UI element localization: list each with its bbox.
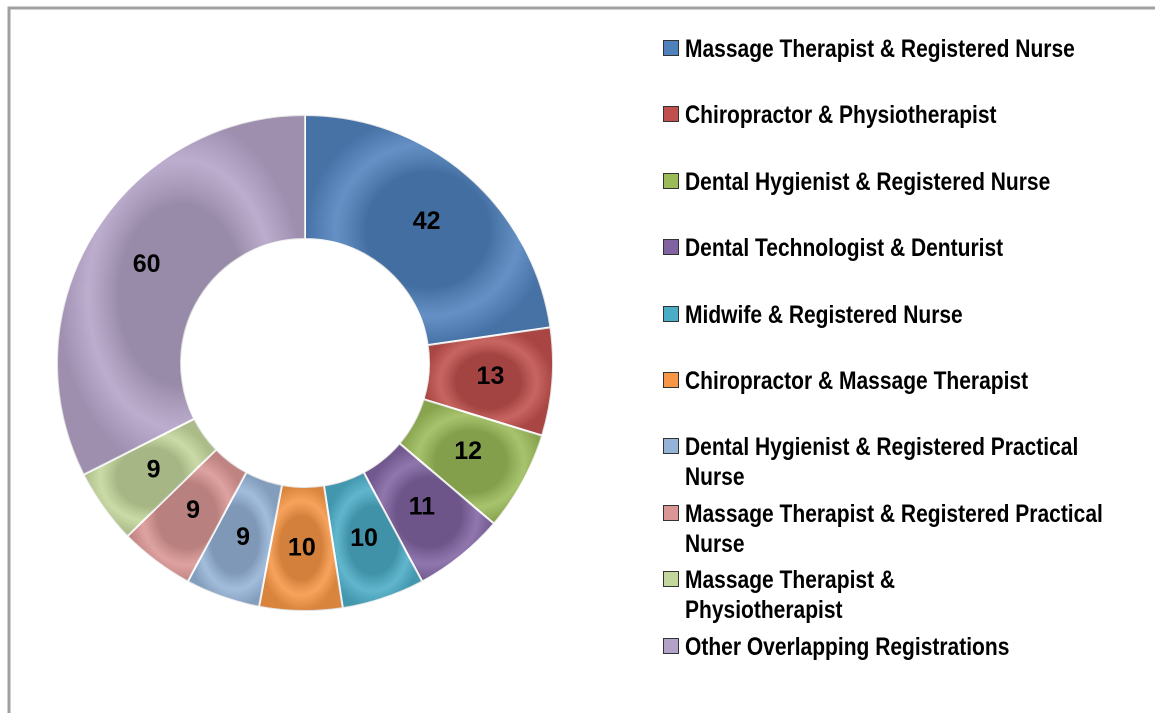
data-label: 42 — [413, 207, 441, 235]
chart-border — [7, 6, 1155, 713]
legend-item: Dental Hygienist & Registered Practical … — [663, 432, 1155, 492]
legend-label: Dental Hygienist & Registered Practical … — [685, 433, 1079, 492]
data-label: 13 — [477, 362, 505, 390]
data-label: 9 — [147, 456, 161, 484]
legend-label: Massage Therapist & Registered Nurse — [685, 35, 1075, 63]
legend-swatch — [663, 239, 679, 256]
legend-item: Dental Hygienist & Registered Nurse — [663, 167, 1155, 197]
data-label: 10 — [350, 524, 378, 552]
legend-swatch — [663, 172, 679, 189]
data-label: 9 — [186, 496, 200, 524]
legend-label: Massage Therapist & Registered Practical… — [685, 499, 1103, 558]
legend-item: Other Overlapping Registrations — [663, 632, 1155, 662]
legend-item: Massage Therapist & Physiotherapist — [663, 565, 1055, 625]
legend-swatch — [663, 438, 679, 455]
legend-swatch — [663, 571, 679, 588]
legend-label: Massage Therapist & Physiotherapist — [685, 566, 896, 625]
data-label: 10 — [288, 534, 316, 562]
legend-label: Other Overlapping Registrations — [685, 632, 1010, 661]
legend-item: Midwife & Registered Nurse — [663, 300, 1155, 330]
legend: Massage Therapist & Registered Nurse Chir… — [663, 0, 1155, 713]
legend-item: Chiropractor & Physiotherapist — [663, 100, 1155, 130]
legend-swatch — [663, 305, 679, 322]
data-label: 60 — [133, 250, 161, 278]
data-label: 9 — [236, 523, 250, 551]
legend-swatch — [663, 637, 679, 654]
legend-label: Midwife & Registered Nurse — [685, 300, 963, 329]
legend-label: Dental Technologist & Denturist — [685, 234, 1004, 263]
legend-item: Dental Technologist & Denturist — [663, 233, 1155, 263]
legend-item: Chiropractor & Massage Therapist — [663, 366, 1155, 396]
donut-slice — [56, 113, 306, 476]
legend-item: Massage Therapist & Registered Nurse — [663, 34, 1155, 64]
legend-swatch — [663, 40, 679, 56]
legend-item: Massage Therapist & Registered Practical… — [663, 499, 1155, 559]
legend-label: Dental Hygienist & Registered Nurse — [685, 167, 1051, 196]
legend-label: Chiropractor & Physiotherapist — [685, 101, 997, 130]
data-label: 11 — [409, 492, 436, 520]
legend-swatch — [663, 106, 679, 123]
legend-swatch — [663, 372, 679, 388]
legend-label: Chiropractor & Massage Therapist — [685, 367, 1029, 395]
legend-swatch — [663, 504, 679, 521]
data-label: 12 — [454, 437, 482, 465]
